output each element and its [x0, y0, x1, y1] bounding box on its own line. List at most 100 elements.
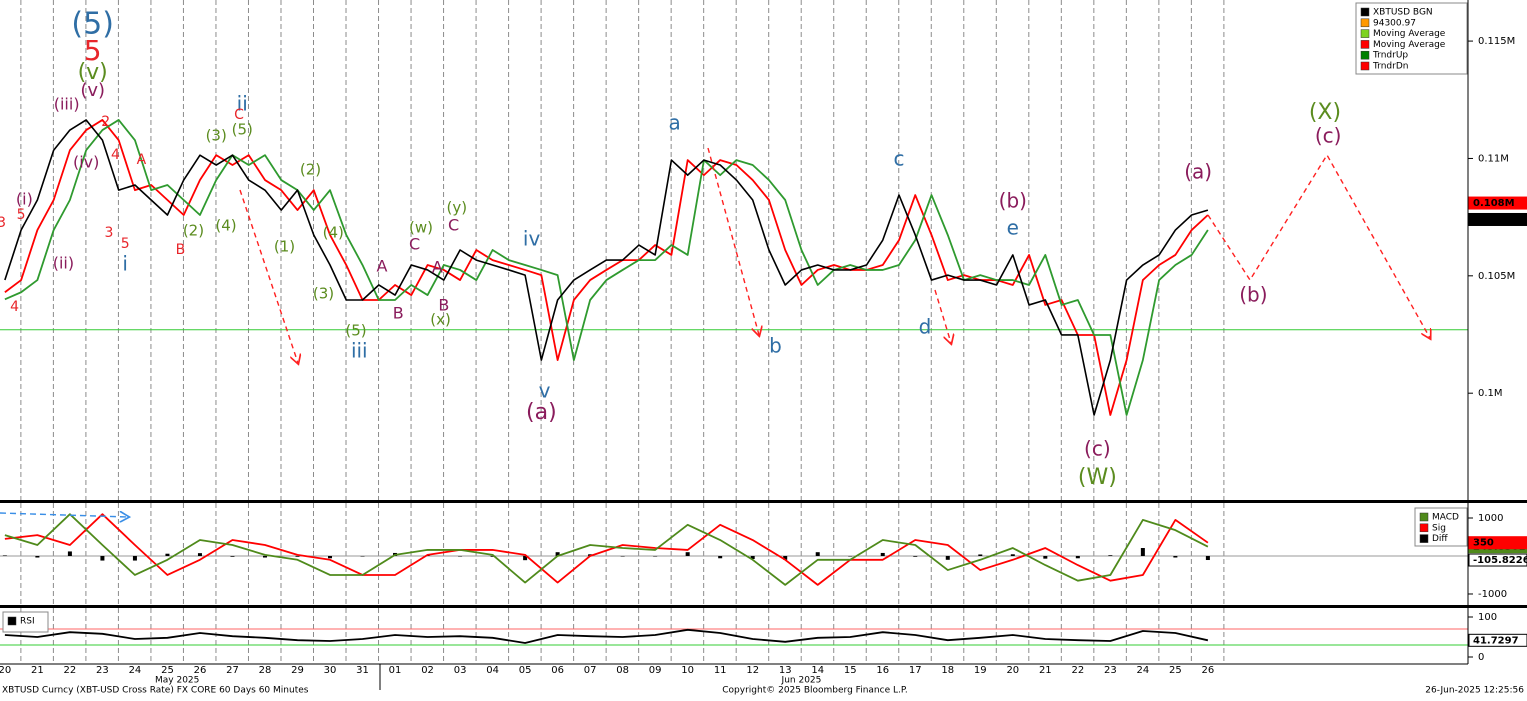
x-tick-label: 22 [64, 665, 77, 676]
y-tick-label: 0.1M [1478, 388, 1503, 399]
legend-swatch [1360, 29, 1370, 38]
wave-label: v [539, 379, 551, 403]
diff-bar [262, 555, 267, 558]
x-tick-label: 18 [941, 665, 954, 676]
legend-swatch [1360, 7, 1370, 17]
x-tick-label: 25 [161, 665, 174, 676]
wave-label: (v) [80, 80, 105, 101]
wave-label: (c) [1315, 124, 1342, 148]
y-tick-label: 0.11M [1478, 153, 1509, 164]
legend-label: 94300.97 [1373, 18, 1416, 28]
diff-bar [295, 555, 300, 557]
diff-bar [360, 555, 365, 557]
series-line [4, 119, 1209, 416]
x-tick-label: 22 [1071, 665, 1084, 676]
value-box [1468, 536, 1527, 550]
legend-swatch [1360, 18, 1370, 28]
x-tick-label: 08 [616, 665, 629, 676]
x-tick-label: 29 [291, 665, 304, 676]
x-tick-label: 28 [259, 665, 272, 676]
x-tick-label: 21 [31, 665, 44, 676]
wave-label: 2 [101, 114, 110, 130]
x-tick-label: 14 [811, 665, 824, 676]
wave-label: (5) [345, 321, 366, 339]
diff-bar [1010, 554, 1015, 556]
legend-label: TrndrUp [1372, 51, 1408, 61]
footer-copyright: Copyright© 2025 Bloomberg Finance L.P. [722, 686, 907, 696]
x-tick-label: 09 [649, 665, 662, 676]
diff-bar [1173, 555, 1178, 558]
wave-label: B [176, 242, 186, 258]
legend-swatch [1419, 512, 1429, 522]
x-tick-label: 15 [844, 665, 857, 676]
diff-bar [230, 555, 235, 557]
x-tick-label: 02 [421, 665, 434, 676]
y-tick-label: 0 [1478, 652, 1484, 663]
legend-label: RSI [20, 617, 35, 627]
value-box [1468, 196, 1527, 210]
series-line [4, 628, 1209, 644]
y-tick-label: 0.115M [1478, 36, 1515, 47]
wave-label: A [432, 258, 443, 277]
wave-label: (1) [274, 237, 295, 255]
wave-label: (iii) [54, 95, 80, 114]
projection-arrows [0, 147, 1430, 517]
wave-label: (3) [206, 127, 227, 145]
legend-label: XBTUSD BGN [1373, 8, 1433, 18]
diff-bar [1075, 555, 1080, 559]
wave-label: (5) [232, 121, 253, 139]
wave-label: (a) [526, 400, 557, 425]
x-tick-label: 26 [194, 665, 207, 676]
value-label: 41.7297 [1473, 635, 1519, 646]
legend-swatch [7, 616, 17, 626]
x-tick-label: 07 [584, 665, 597, 676]
diff-bar [165, 553, 170, 556]
x-tick-label: 12 [746, 665, 759, 676]
series-line [4, 119, 1209, 416]
wave-label: A [137, 152, 147, 168]
series-line [4, 119, 1209, 416]
diff-bar [880, 552, 885, 556]
x-tick-label: 06 [551, 665, 564, 676]
legend-swatch [1419, 534, 1429, 543]
wave-label: 4 [10, 299, 19, 315]
wave-label: C [234, 107, 244, 123]
diff-bar [750, 555, 755, 560]
legend-label: Diff [1432, 534, 1448, 544]
x-tick-label: 19 [974, 665, 987, 676]
wave-label: 4 [111, 147, 120, 163]
x-tick-label: 13 [779, 665, 792, 676]
diff-bar [35, 555, 40, 558]
footer-timestamp: 26-Jun-2025 12:25:56 [1425, 686, 1524, 696]
x-tick-label: 23 [1104, 665, 1117, 676]
legend-label: Moving Average [1373, 29, 1446, 39]
wave-label: (x) [430, 310, 451, 328]
x-tick-label: 20 [0, 665, 11, 676]
wave-label: c [894, 147, 905, 171]
value-label: 0.108M [1473, 198, 1515, 209]
legend-swatch [1360, 40, 1370, 49]
wave-label: a [669, 111, 681, 135]
x-tick-label: 01 [389, 665, 402, 676]
wave-label: 5 [17, 207, 26, 223]
y-tick-label: 0.105M [1478, 271, 1515, 282]
wave-label: (iv) [73, 153, 99, 172]
diff-bar [555, 552, 560, 556]
diff-bar [67, 551, 72, 556]
diff-bar [815, 552, 820, 556]
wave-label: (i) [16, 190, 33, 209]
x-tick-label: 03 [454, 665, 467, 676]
series-line [4, 513, 1209, 586]
wave-label: (ii) [53, 254, 74, 273]
value-box [1468, 553, 1527, 567]
wave-label: (v) [78, 60, 108, 85]
wave-label: 5 [121, 236, 130, 252]
month-label: May 2025 [155, 676, 199, 686]
diff-bar [913, 555, 918, 557]
wave-label: d [919, 314, 932, 338]
diff-bar [1108, 555, 1113, 556]
value-label: 350 [1473, 538, 1494, 549]
